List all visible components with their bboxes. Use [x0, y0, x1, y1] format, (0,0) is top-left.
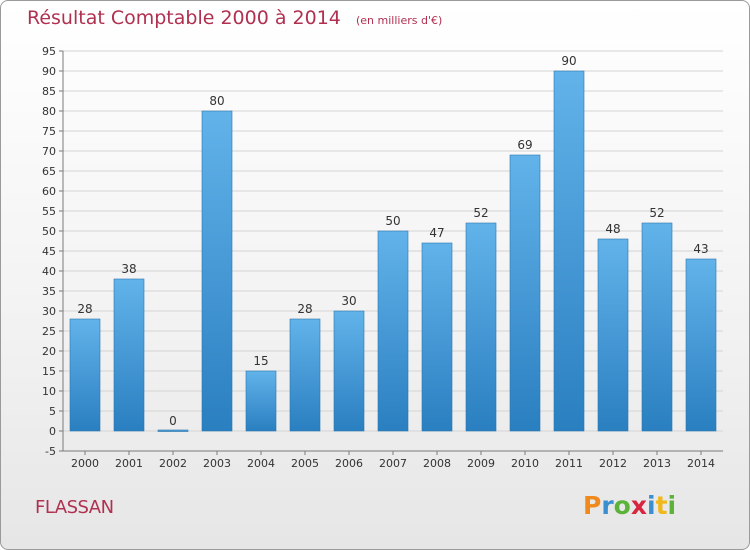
- data-label-2013: 52: [649, 206, 664, 220]
- bar-2005: [289, 318, 321, 432]
- x-tick-label: 2013: [643, 457, 671, 470]
- bar-2010: [509, 154, 541, 432]
- x-tick-label: 2011: [555, 457, 583, 470]
- y-tick-label: 60: [42, 185, 56, 198]
- data-label-2005: 28: [297, 302, 312, 316]
- x-tick-label: 2004: [247, 457, 275, 470]
- x-tick-label: 2002: [159, 457, 187, 470]
- x-axis-tick-labels: 2000 2001 2002 2003 2004 2005 2006 2007 2008 2009…: [71, 451, 715, 470]
- chart-subtitle: (en milliers d'€): [355, 14, 443, 27]
- y-axis-tick-labels: -5 0 5 10 15 20 25 30 35 40 45 50 55 60 65 70 75 80 85 90 95: [42, 45, 56, 458]
- data-labels: 28 38 0 80 15 28 30 50 47 52 69 90 48 52 43: [77, 54, 708, 428]
- y-tick-label: 10: [42, 385, 56, 398]
- bar-2007: [377, 230, 409, 432]
- bar-2012: [597, 238, 629, 432]
- bar-2008: [421, 242, 453, 432]
- bar-2011: [553, 70, 585, 432]
- y-tick-label: 45: [42, 245, 56, 258]
- data-label-2014: 43: [693, 242, 708, 256]
- y-tick-label: 75: [42, 125, 56, 138]
- y-tick-label: 80: [42, 105, 56, 118]
- x-tick-label: 2007: [379, 457, 407, 470]
- x-tick-label: 2001: [115, 457, 143, 470]
- y-tick-label: 0: [49, 425, 56, 438]
- data-label-2007: 50: [385, 214, 400, 228]
- bar-2002: [157, 429, 189, 432]
- bar-2009: [465, 222, 497, 432]
- x-tick-label: 2000: [71, 457, 99, 470]
- x-tick-label: 2005: [291, 457, 319, 470]
- data-label-2001: 38: [121, 262, 136, 276]
- x-tick-label: 2006: [335, 457, 363, 470]
- y-tick-label: 40: [42, 265, 56, 278]
- x-tick-label: 2008: [423, 457, 451, 470]
- place-name: FLASSAN: [35, 497, 114, 518]
- x-tick-label: 2003: [203, 457, 231, 470]
- y-tick-label: 90: [42, 65, 56, 78]
- y-tick-label: 95: [42, 45, 56, 58]
- bar-2000: [69, 318, 101, 432]
- data-label-2012: 48: [605, 222, 620, 236]
- x-tick-label: 2012: [599, 457, 627, 470]
- logo-letter: r: [601, 491, 614, 520]
- logo-letter: t: [655, 491, 668, 520]
- y-tick-label: 70: [42, 145, 56, 158]
- logo-letter: x: [630, 491, 647, 520]
- bar-2001: [113, 278, 145, 432]
- data-label-2004: 15: [253, 354, 268, 368]
- y-tick-label: 35: [42, 285, 56, 298]
- x-tick-label: 2010: [511, 457, 539, 470]
- axes: [62, 51, 723, 452]
- y-tick-label: 30: [42, 305, 56, 318]
- y-tick-label: 55: [42, 205, 56, 218]
- bars: [69, 70, 717, 432]
- bar-2014: [685, 258, 717, 432]
- title-line: Résultat Comptable 2000 à 2014 (en milli…: [27, 7, 442, 29]
- bar-2013: [641, 222, 673, 432]
- y-tick-label: 50: [42, 225, 56, 238]
- bar-2006: [333, 310, 365, 432]
- y-tick-label: 5: [49, 405, 56, 418]
- bar-2003: [201, 110, 233, 432]
- logo-letter: P: [583, 491, 602, 520]
- logo-letter: i: [667, 491, 677, 520]
- data-label-2009: 52: [473, 206, 488, 220]
- y-tick-label: 15: [42, 365, 56, 378]
- x-tick-label: 2009: [467, 457, 495, 470]
- chart-title: Résultat Comptable 2000 à 2014: [27, 7, 341, 29]
- y-tick-label: 25: [42, 325, 56, 338]
- data-label-2008: 47: [429, 226, 444, 240]
- data-label-2002: 0: [169, 414, 177, 428]
- proxiti-logo: Proxiti: [583, 491, 676, 520]
- x-tick-label: 2014: [687, 457, 715, 470]
- y-tick-label: 65: [42, 165, 56, 178]
- logo-letter: o: [613, 491, 631, 520]
- data-label-2010: 69: [517, 138, 532, 152]
- y-tick-label: 20: [42, 345, 56, 358]
- data-label-2011: 90: [561, 54, 576, 68]
- logo-letter: i: [647, 491, 656, 520]
- data-label-2000: 28: [77, 302, 92, 316]
- y-tick-label: 85: [42, 85, 56, 98]
- y-tick-label: -5: [45, 445, 56, 458]
- bar-2004: [245, 370, 277, 432]
- data-label-2003: 80: [209, 94, 224, 108]
- data-label-2006: 30: [341, 294, 356, 308]
